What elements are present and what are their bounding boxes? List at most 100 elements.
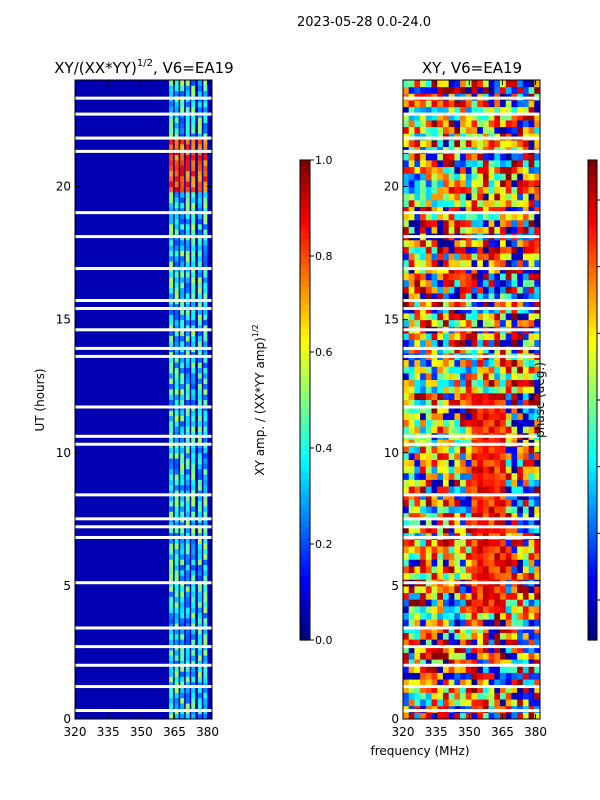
heatmap-cell	[197, 532, 202, 539]
heatmap-cell	[505, 645, 512, 653]
heatmap-cell	[482, 639, 490, 647]
heatmap-cell	[431, 246, 438, 254]
heatmap-cell	[500, 199, 507, 207]
heatmap-cell	[528, 512, 535, 520]
heatmap-cell	[185, 553, 190, 560]
heatmap-cell	[505, 466, 512, 474]
heatmap-cell	[403, 239, 410, 247]
colorbar-swatch	[588, 298, 597, 305]
data-gap-row	[403, 306, 540, 310]
heatmap-cell	[500, 512, 507, 520]
heatmap-cell	[471, 665, 478, 673]
heatmap-cell	[522, 619, 530, 627]
heatmap-cell	[494, 153, 501, 161]
heatmap-cell	[448, 605, 455, 613]
heatmap-cell	[180, 687, 185, 693]
colorbar-swatch	[588, 238, 597, 245]
heatmap-cell	[482, 173, 490, 181]
heatmap-cell	[522, 552, 530, 560]
heatmap-cell	[528, 259, 535, 267]
heatmap-cell	[494, 419, 501, 427]
heatmap-cell	[437, 193, 444, 201]
heatmap-cell	[191, 660, 196, 667]
heatmap-cell	[482, 80, 490, 88]
heatmap-cell	[408, 612, 415, 620]
heatmap-cell	[528, 359, 535, 367]
heatmap-cell	[191, 569, 196, 576]
heatmap-cell	[494, 659, 501, 667]
heatmap-cell	[505, 539, 512, 547]
heatmap-cell	[528, 585, 535, 594]
heatmap-cell	[465, 685, 472, 693]
heatmap-cell	[197, 474, 202, 480]
heatmap-cell	[169, 649, 174, 656]
heatmap-cell	[191, 495, 196, 502]
heatmap-cell	[191, 420, 196, 427]
heatmap-cell	[448, 372, 455, 381]
heatmap-cell	[203, 271, 208, 278]
heatmap-cell	[437, 499, 444, 507]
heatmap-cell	[414, 173, 421, 181]
heatmap-cell	[505, 406, 512, 414]
heatmap-cell	[425, 99, 433, 108]
heatmap-cell	[528, 239, 535, 247]
heatmap-cell	[169, 308, 174, 315]
heatmap-cell	[185, 617, 190, 624]
colorbar-tick-label: 0.4	[315, 442, 333, 455]
heatmap-cell	[488, 392, 495, 400]
heatmap-cell	[482, 685, 490, 693]
heatmap-cell	[420, 419, 427, 427]
heatmap-cell	[482, 332, 490, 341]
heatmap-cell	[414, 259, 421, 267]
heatmap-cell	[471, 193, 478, 201]
colorbar-swatch	[300, 292, 310, 299]
heatmap-cell	[185, 271, 190, 278]
heatmap-cell	[425, 446, 433, 454]
heatmap-cell	[528, 426, 535, 434]
heatmap-cell	[403, 173, 410, 181]
heatmap-cell	[494, 645, 501, 653]
heatmap-cell	[197, 575, 202, 582]
heatmap-cell	[420, 379, 427, 387]
heatmap-cell	[191, 617, 196, 624]
heatmap-cell	[534, 545, 541, 554]
heatmap-cell	[500, 572, 507, 580]
heatmap-cell	[431, 619, 438, 627]
heatmap-cell	[180, 665, 185, 672]
heatmap-cell	[454, 585, 461, 594]
colorbar-swatch	[300, 604, 310, 611]
heatmap-cell	[442, 585, 450, 594]
heatmap-cell	[174, 596, 179, 603]
heatmap-cell	[442, 226, 450, 234]
heatmap-cell	[494, 525, 501, 534]
heatmap-cell	[505, 366, 512, 374]
heatmap-cell	[465, 585, 472, 594]
heatmap-cell	[482, 632, 490, 640]
heatmap-cell	[494, 499, 501, 507]
heatmap-cell	[511, 632, 518, 640]
heatmap-cell	[191, 537, 196, 544]
heatmap-cell	[448, 679, 455, 687]
colorbar-swatch	[588, 460, 597, 467]
heatmap-cell	[471, 459, 478, 467]
heatmap-cell	[420, 80, 427, 88]
heatmap-cell	[488, 86, 495, 94]
heatmap-cell	[203, 314, 208, 321]
heatmap-cell	[180, 596, 185, 603]
heatmap-cell	[414, 379, 421, 387]
heatmap-cell	[477, 206, 484, 214]
heatmap-cell	[420, 659, 427, 667]
heatmap-cell	[197, 335, 202, 342]
heatmap-cell	[431, 486, 438, 494]
heatmap-cell	[482, 179, 490, 187]
heatmap-cell	[534, 239, 541, 247]
heatmap-cell	[169, 80, 174, 86]
heatmap-cell	[448, 652, 455, 660]
heatmap-cell	[517, 386, 524, 394]
heatmap-cell	[197, 671, 202, 677]
heatmap-cell	[460, 699, 467, 707]
colorbar-swatch	[300, 550, 310, 557]
heatmap-cell	[477, 519, 484, 527]
heatmap-cell	[403, 159, 410, 168]
colorbar-tick-label: 0.2	[315, 538, 333, 551]
